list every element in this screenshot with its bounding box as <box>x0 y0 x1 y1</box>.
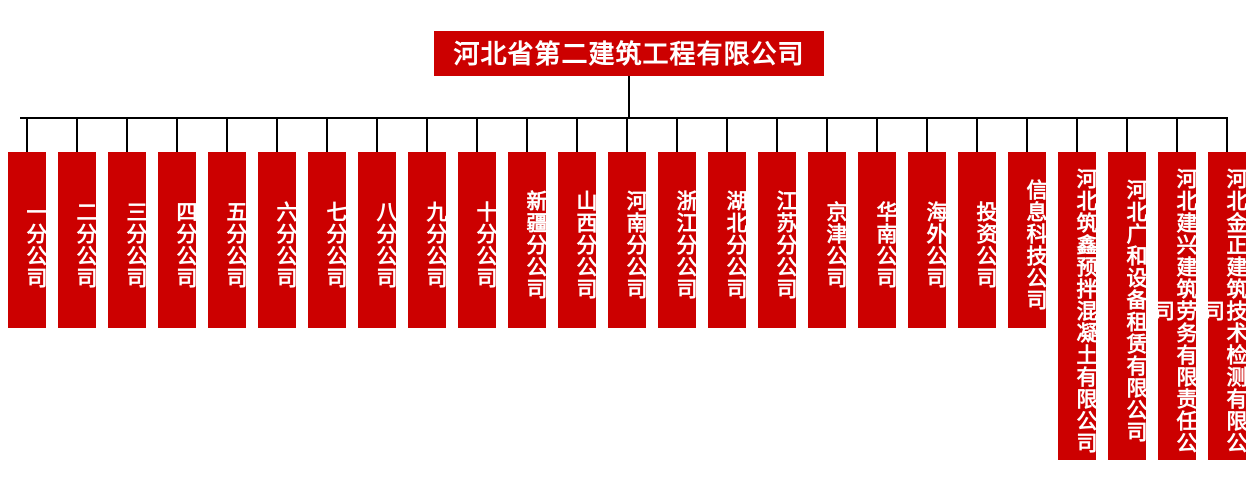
connector-drop <box>926 117 928 153</box>
connector-drop <box>1126 117 1128 153</box>
org-node-label: 三分公司 <box>124 200 146 289</box>
connector-drop <box>1076 117 1078 153</box>
connector-drop <box>726 117 728 153</box>
org-node-8[interactable]: 八分公司 <box>358 152 396 328</box>
org-node-label: 六分公司 <box>274 200 296 289</box>
org-node-label: 信息科技公司 <box>1024 178 1046 311</box>
org-node-label: 五分公司 <box>224 200 246 289</box>
connector-drop <box>1026 117 1028 153</box>
connector-drop <box>1176 117 1178 153</box>
connector-trunk-vertical <box>628 76 630 119</box>
org-node-label: 浙江分公司 <box>674 189 696 300</box>
org-node-22[interactable]: 河北筑鑫预拌混凝土有限公司 <box>1058 152 1096 460</box>
connector-drop <box>826 117 828 153</box>
org-node-10[interactable]: 十分公司 <box>458 152 496 328</box>
org-node-17[interactable]: 京津公司 <box>808 152 846 328</box>
org-node-13[interactable]: 河南分公司 <box>608 152 646 328</box>
org-node-5[interactable]: 五分公司 <box>208 152 246 328</box>
org-node-label: 河北建兴建筑劳务有限责任公司 <box>1158 167 1196 454</box>
connector-drop <box>776 117 778 153</box>
org-node-25[interactable]: 河北金正建筑技术检测有限公司 <box>1208 152 1246 460</box>
org-node-label: 山西分公司 <box>574 189 596 300</box>
org-node-label: 河北金正建筑技术检测有限公司 <box>1208 167 1246 454</box>
org-node-label: 新疆分公司 <box>524 189 546 300</box>
connector-drop <box>876 117 878 153</box>
org-node-label: 四分公司 <box>174 200 196 289</box>
connector-drop <box>176 117 178 153</box>
org-node-label: 海外公司 <box>924 200 946 289</box>
org-node-3[interactable]: 三分公司 <box>108 152 146 328</box>
org-node-21[interactable]: 信息科技公司 <box>1008 152 1046 328</box>
org-node-1[interactable]: 一分公司 <box>8 152 46 328</box>
org-node-9[interactable]: 九分公司 <box>408 152 446 328</box>
org-node-11[interactable]: 新疆分公司 <box>508 152 546 328</box>
org-node-label: 江苏分公司 <box>774 189 796 300</box>
org-node-label: 八分公司 <box>374 200 396 289</box>
org-node-16[interactable]: 江苏分公司 <box>758 152 796 328</box>
org-node-19[interactable]: 海外公司 <box>908 152 946 328</box>
connector-drop <box>626 117 628 153</box>
connector-drop <box>226 117 228 153</box>
org-node-label: 投资公司 <box>974 200 996 289</box>
connector-drop <box>76 117 78 153</box>
org-node-label: 华南公司 <box>874 200 896 289</box>
org-node-18[interactable]: 华南公司 <box>858 152 896 328</box>
org-node-label: 十分公司 <box>474 200 496 289</box>
org-node-label: 湖北分公司 <box>724 189 746 300</box>
org-node-14[interactable]: 浙江分公司 <box>658 152 696 328</box>
org-node-6[interactable]: 六分公司 <box>258 152 296 328</box>
org-node-label: 七分公司 <box>324 200 346 289</box>
root-node-company[interactable]: 河北省第二建筑工程有限公司 <box>434 31 824 76</box>
org-node-label: 京津公司 <box>824 200 846 289</box>
connector-drop <box>526 117 528 153</box>
connector-drop <box>476 117 478 153</box>
org-node-label: 二分公司 <box>74 200 96 289</box>
connector-bus-horizontal <box>20 117 1228 119</box>
connector-drop <box>376 117 378 153</box>
org-node-15[interactable]: 湖北分公司 <box>708 152 746 328</box>
org-node-label: 河北筑鑫预拌混凝土有限公司 <box>1074 167 1096 454</box>
org-node-label: 河北广和设备租赁有限公司 <box>1124 178 1146 443</box>
org-node-23[interactable]: 河北广和设备租赁有限公司 <box>1108 152 1146 460</box>
org-node-7[interactable]: 七分公司 <box>308 152 346 328</box>
org-node-24[interactable]: 河北建兴建筑劳务有限责任公司 <box>1158 152 1196 460</box>
connector-drop <box>126 117 128 153</box>
org-node-4[interactable]: 四分公司 <box>158 152 196 328</box>
connector-drop <box>576 117 578 153</box>
org-node-label: 河南分公司 <box>624 189 646 300</box>
connector-drop <box>1226 117 1228 153</box>
org-node-label: 九分公司 <box>424 200 446 289</box>
connector-drop <box>426 117 428 153</box>
connector-drop <box>976 117 978 153</box>
connector-drop <box>676 117 678 153</box>
connector-drop <box>276 117 278 153</box>
root-node-label: 河北省第二建筑工程有限公司 <box>453 38 805 69</box>
org-node-label: 一分公司 <box>24 200 46 289</box>
org-node-12[interactable]: 山西分公司 <box>558 152 596 328</box>
connector-drop <box>26 117 28 153</box>
org-node-20[interactable]: 投资公司 <box>958 152 996 328</box>
connector-drop <box>326 117 328 153</box>
org-node-2[interactable]: 二分公司 <box>58 152 96 328</box>
